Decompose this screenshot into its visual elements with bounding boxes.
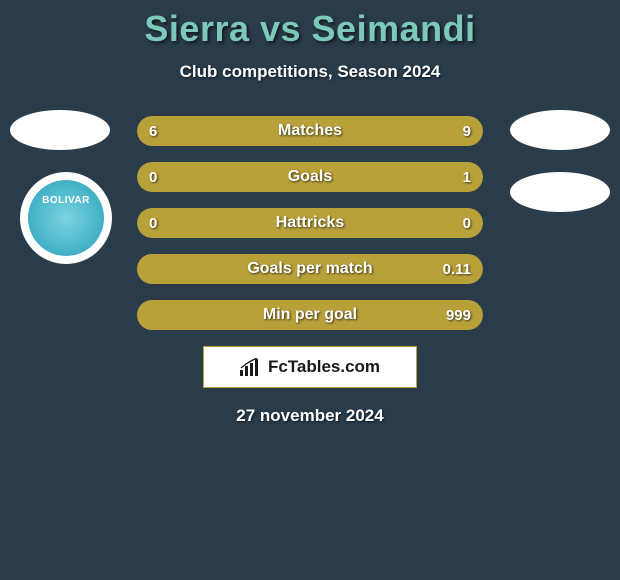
stat-value-left: 6 xyxy=(149,116,157,146)
stat-row: Goals per match0.11 xyxy=(137,254,483,284)
stat-label: Matches xyxy=(137,116,483,146)
stat-label: Goals xyxy=(137,162,483,192)
stat-row: Goals0 1 xyxy=(137,162,483,192)
stat-value-left: 0 xyxy=(149,208,157,238)
stat-label: Hattricks xyxy=(137,208,483,238)
team-badge-left-label: BOLIVAR xyxy=(42,195,90,206)
stat-value-left: 0 xyxy=(149,162,157,192)
date-line: 27 november 2024 xyxy=(0,406,620,426)
stat-value-right: 1 xyxy=(463,162,471,192)
player-left-photo xyxy=(10,110,110,150)
team-badge-left: BOLIVAR xyxy=(20,172,112,264)
stat-value-right: 9 xyxy=(463,116,471,146)
branding-text: FcTables.com xyxy=(268,357,380,377)
stat-label: Goals per match xyxy=(137,254,483,284)
player-right-photo xyxy=(510,110,610,150)
subtitle: Club competitions, Season 2024 xyxy=(0,62,620,82)
stat-value-right: 0.11 xyxy=(443,254,471,284)
branding-badge: FcTables.com xyxy=(203,346,417,388)
stat-value-right: 0 xyxy=(463,208,471,238)
page-title: Sierra vs Seimandi xyxy=(0,0,620,50)
stat-row: Min per goal999 xyxy=(137,300,483,330)
chart-icon xyxy=(240,358,262,376)
stat-row: Hattricks0 0 xyxy=(137,208,483,238)
stat-value-right: 999 xyxy=(446,300,471,330)
comparison-panel: BOLIVAR Matches69Goals01Hattricks00Goals… xyxy=(0,116,620,426)
stat-bars: Matches69Goals01Hattricks00Goals per mat… xyxy=(137,116,483,330)
team-badge-left-inner: BOLIVAR xyxy=(28,180,104,256)
stat-label: Min per goal xyxy=(137,300,483,330)
stat-row: Matches6 9 xyxy=(137,116,483,146)
team-badge-right xyxy=(510,172,610,212)
